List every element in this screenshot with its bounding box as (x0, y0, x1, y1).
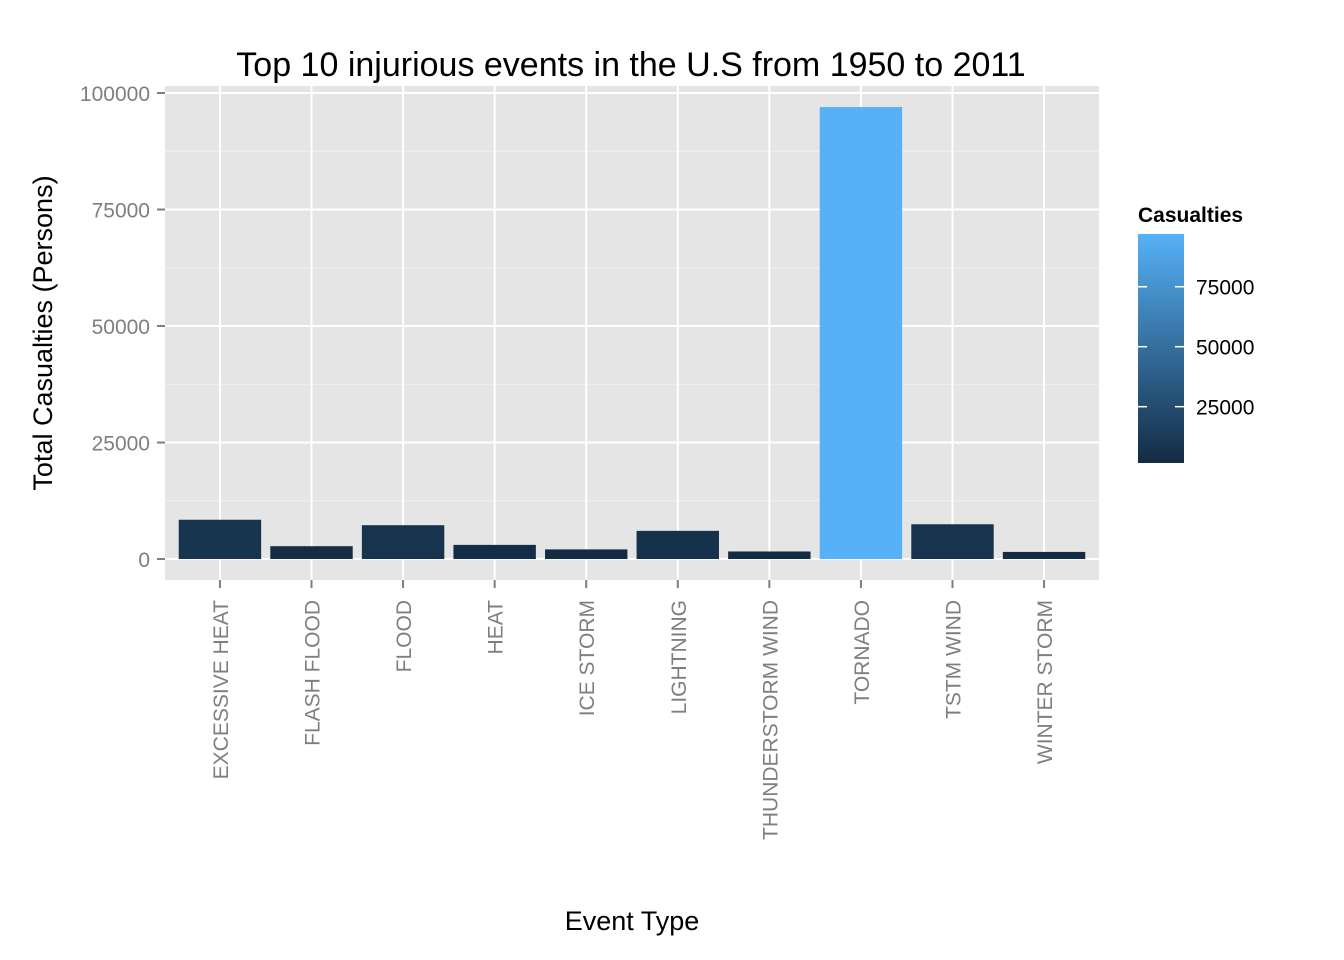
y-axis-ticks: 0 25000 50000 75000 100000 (80, 83, 165, 572)
y-tick-label: 25000 (92, 433, 150, 456)
bar (270, 546, 353, 560)
bar (545, 549, 628, 560)
legend-tick-label: 25000 (1196, 397, 1254, 420)
major-gridlines (165, 86, 1099, 580)
x-tick-label: THUNDERSTORM WIND (759, 600, 782, 840)
y-axis-title: Total Casualties (Persons) (28, 175, 58, 490)
bar (453, 544, 536, 560)
bars (178, 107, 1086, 560)
x-tick-label: LIGHTNING (668, 600, 691, 714)
y-tick-label: 0 (138, 549, 150, 572)
legend-tick-label: 75000 (1196, 277, 1254, 300)
x-tick-label: FLOOD (393, 600, 416, 672)
x-axis-ticks: EXCESSIVE HEAT FLASH FLOOD FLOOD HEAT ICE ST… (210, 580, 1057, 840)
legend-title: Casualties (1138, 204, 1243, 227)
x-tick-label: ICE STORM (576, 600, 599, 716)
bar (911, 524, 994, 560)
bar (361, 525, 445, 560)
bar (819, 107, 903, 560)
bar (636, 530, 719, 560)
x-tick-label: TSTM WIND (942, 600, 965, 719)
x-tick-label: WINTER STORM (1034, 600, 1057, 764)
x-axis-title: Event Type (565, 906, 700, 936)
x-tick-label: FLASH FLOOD (302, 600, 325, 746)
x-tick-label: TORNADO (851, 600, 874, 705)
bar (1002, 551, 1086, 560)
legend-colorbar (1138, 234, 1184, 463)
plot-panel (165, 86, 1099, 580)
legend: Casualties 25000 50000 75000 (1138, 204, 1254, 463)
bar (728, 551, 811, 560)
x-tick-label: EXCESSIVE HEAT (210, 600, 233, 780)
legend-ticks: 25000 50000 75000 (1138, 277, 1254, 420)
chart-title: Top 10 injurious events in the U.S from … (236, 46, 1025, 84)
y-tick-label: 50000 (92, 316, 150, 339)
bar (178, 519, 262, 560)
legend-tick-label: 50000 (1196, 337, 1254, 360)
y-tick-label: 100000 (80, 83, 150, 106)
minor-gridlines (165, 150, 1099, 502)
y-tick-label: 75000 (92, 200, 150, 223)
x-tick-label: HEAT (485, 600, 508, 655)
